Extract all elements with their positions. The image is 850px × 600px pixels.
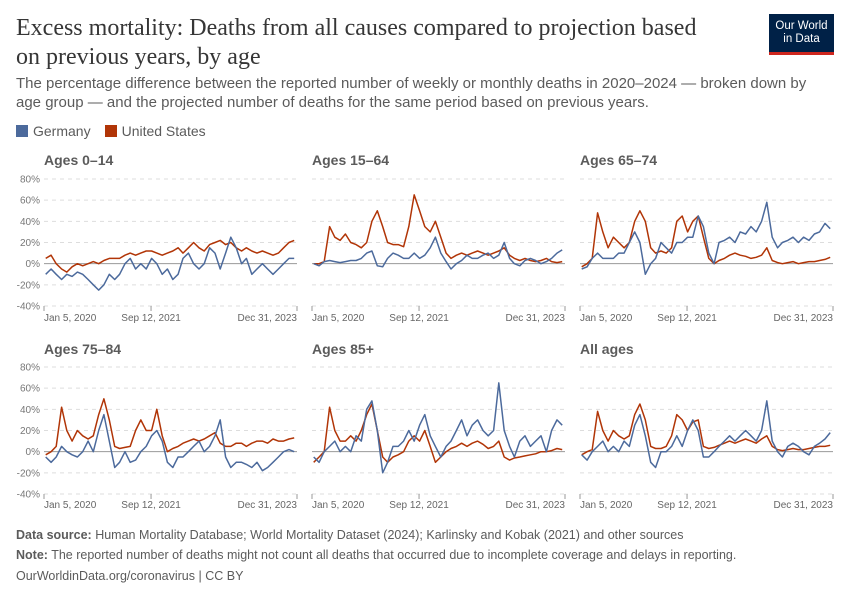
x-tick-label: Jan 5, 2020	[312, 500, 365, 511]
logo-line2: in Data	[783, 33, 820, 45]
chart-subtitle: The percentage difference between the re…	[16, 75, 807, 111]
swatch-united-states	[104, 125, 117, 137]
chart-title: Excess mortality: Deaths from all causes…	[16, 15, 697, 70]
y-tick-label: 20%	[20, 426, 40, 437]
panel-title: Ages 15–64	[312, 152, 389, 168]
x-tick-label: Dec 31, 2023	[238, 313, 298, 324]
x-tick-label: Sep 12, 2021	[389, 500, 449, 511]
y-tick-label: 0%	[26, 447, 41, 458]
x-tick-label: Dec 31, 2023	[506, 313, 566, 324]
y-tick-label: 80%	[20, 175, 40, 186]
y-tick-label: 80%	[20, 363, 40, 374]
data-source: Data source: Human Mortality Database; W…	[16, 528, 683, 542]
series-line-germany[interactable]	[581, 400, 831, 469]
x-tick-label: Dec 31, 2023	[774, 500, 834, 511]
y-tick-label: -40%	[17, 302, 40, 313]
legend-united-states[interactable]: United States	[104, 123, 206, 139]
source-label: Data source:	[16, 528, 92, 542]
x-tick-label: Dec 31, 2023	[774, 313, 834, 324]
y-tick-label: 20%	[20, 238, 40, 249]
series-line-united-states[interactable]	[581, 210, 831, 268]
series-line-germany[interactable]	[313, 382, 563, 474]
panel-title: Ages 75–84	[44, 341, 121, 357]
series-line-germany[interactable]	[45, 413, 295, 472]
note-text: The reported number of deaths might not …	[47, 548, 737, 562]
legend: Germany United States	[16, 123, 206, 139]
panel-ages-65-74: Ages 65–74 Jan 5, 2020 Sep 12, 2021 Dec 31,…	[579, 152, 834, 324]
x-tick-label: Dec 31, 2023	[238, 500, 298, 511]
y-tick-label: 40%	[20, 405, 40, 416]
swatch-germany	[16, 125, 28, 137]
x-tick-label: Jan 5, 2020	[44, 313, 97, 324]
series-line-united-states[interactable]	[45, 239, 295, 273]
x-tick-label: Sep 12, 2021	[657, 500, 717, 511]
x-tick-label: Sep 12, 2021	[389, 313, 449, 324]
series-line-united-states[interactable]	[313, 403, 563, 464]
panel-ages-75-84: Ages 75–84 80% 60% 40% 20% 0% -20% -40% Jan 5, 2…	[17, 341, 298, 511]
logo-line1: Our World	[775, 20, 828, 32]
x-tick-label: Sep 12, 2021	[657, 313, 717, 324]
y-tick-label: -40%	[17, 490, 40, 501]
panel-title: Ages 65–74	[580, 152, 657, 168]
series-line-germany[interactable]	[45, 236, 295, 291]
panel-title: All ages	[580, 341, 634, 357]
panel-ages-0-14: Ages 0–14 80% 60% 40% 20% 0% -20% -40% Jan 5, 20…	[17, 152, 298, 324]
x-tick-label: Sep 12, 2021	[121, 500, 181, 511]
x-tick-label: Jan 5, 2020	[44, 500, 97, 511]
series-line-germany[interactable]	[313, 236, 563, 270]
y-tick-label: 0%	[26, 259, 41, 270]
source-link[interactable]: OurWorldinData.org/coronavirus | CC BY	[16, 569, 244, 583]
panel-all-ages: All ages Jan 5, 2020 Sep 12, 2021 Dec 31, 2…	[579, 341, 834, 511]
y-tick-label: -20%	[17, 468, 40, 479]
series-line-united-states[interactable]	[581, 403, 831, 456]
panel-title: Ages 0–14	[44, 152, 113, 168]
series-line-united-states[interactable]	[45, 398, 295, 456]
panel-ages-15-64: Ages 15–64 Jan 5, 2020 Sep 12, 2021 Dec 31,…	[311, 152, 566, 324]
legend-label: United States	[121, 123, 206, 139]
legend-germany[interactable]: Germany	[16, 123, 91, 139]
owid-logo[interactable]: Our World in Data	[769, 14, 834, 55]
y-tick-label: 60%	[20, 384, 40, 395]
x-tick-label: Dec 31, 2023	[506, 500, 566, 511]
note: Note: The reported number of deaths migh…	[16, 548, 736, 562]
legend-label: Germany	[33, 123, 91, 139]
x-tick-label: Jan 5, 2020	[312, 313, 365, 324]
x-tick-label: Jan 5, 2020	[580, 313, 633, 324]
panel-ages-85-: Ages 85+ Jan 5, 2020 Sep 12, 2021 Dec 31, 2…	[311, 341, 566, 511]
panel-title: Ages 85+	[312, 341, 374, 357]
y-tick-label: 40%	[20, 217, 40, 228]
x-tick-label: Jan 5, 2020	[580, 500, 633, 511]
series-line-united-states[interactable]	[313, 194, 563, 265]
note-label: Note:	[16, 548, 48, 562]
y-tick-label: 60%	[20, 196, 40, 207]
series-line-germany[interactable]	[581, 201, 831, 276]
x-tick-label: Sep 12, 2021	[121, 313, 181, 324]
source-text: Human Mortality Database; World Mortalit…	[91, 528, 684, 542]
y-tick-label: -20%	[17, 280, 40, 291]
